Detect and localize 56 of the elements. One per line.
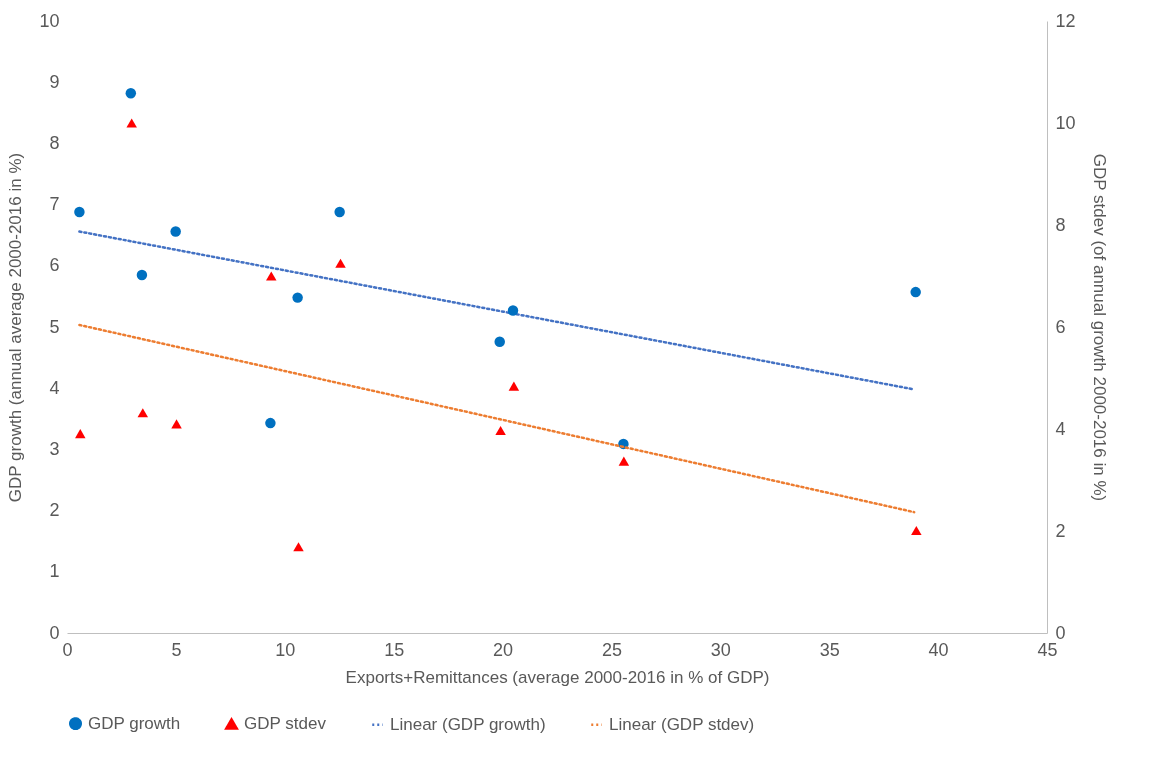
y-tick-label: 2 — [49, 500, 60, 521]
point — [495, 425, 506, 436]
y-tick-label: 1 — [49, 561, 60, 582]
point — [125, 87, 137, 99]
point — [170, 226, 181, 237]
y-tick-label: 4 — [49, 377, 60, 398]
legend-label: Linear (GDP stdev) — [609, 714, 755, 734]
y2-tick-label: 6 — [1055, 316, 1066, 337]
y2-tick-label: 12 — [1055, 10, 1076, 31]
y-tick-label: 9 — [49, 71, 60, 92]
y-tick-label: 10 — [39, 10, 60, 31]
x-axis-title: Exports+Remittances (average 2000-2016 in % of GDP) — [345, 667, 770, 687]
x-tick-label: 30 — [710, 639, 731, 660]
y2-tick-label: 2 — [1055, 520, 1066, 541]
x-tick-label: 25 — [601, 639, 622, 660]
point — [75, 429, 86, 439]
x-tick-label: 10 — [275, 639, 296, 660]
x-tick-label: 5 — [171, 639, 182, 660]
x-tick-label: 45 — [1037, 639, 1058, 660]
point — [126, 118, 137, 128]
legend-label: GDP stdev — [244, 713, 327, 733]
legend-label: Linear (GDP growth) — [390, 714, 546, 734]
point — [335, 258, 346, 268]
y2-axis-title: GDP stdev (of annual growth 2000-2016 in %) — [1089, 153, 1109, 502]
point — [136, 269, 148, 281]
x-tick-label: 20 — [493, 639, 514, 660]
point — [618, 456, 630, 466]
y2-tick-label: 0 — [1055, 622, 1066, 643]
point — [911, 525, 922, 536]
point — [292, 292, 303, 303]
point — [74, 206, 85, 218]
y-tick-label: 5 — [49, 316, 60, 337]
point — [910, 286, 921, 298]
point — [507, 305, 519, 316]
legend-label: GDP growth — [88, 713, 181, 733]
x-tick-label: 40 — [928, 639, 949, 660]
y2-tick-label: 4 — [1055, 418, 1066, 439]
point — [266, 271, 277, 281]
y2-tick-label: 8 — [1055, 214, 1066, 235]
y-tick-label: 7 — [49, 194, 60, 215]
y-axis-title: GDP growth (annual average 2000-2016 in %) — [6, 152, 26, 503]
y2-tick-label: 10 — [1055, 112, 1076, 133]
point — [293, 542, 304, 552]
y-tick-label: 0 — [49, 622, 60, 643]
y-tick-label: 8 — [49, 132, 60, 153]
x-tick-label: 0 — [62, 639, 73, 660]
point — [171, 419, 182, 429]
point — [334, 206, 345, 218]
x-tick-label: 15 — [384, 639, 405, 660]
point — [137, 408, 149, 418]
x-tick-label: 35 — [819, 639, 840, 660]
y-tick-label: 6 — [49, 255, 60, 276]
point — [494, 336, 505, 347]
y-tick-label: 3 — [49, 438, 60, 459]
point — [265, 417, 276, 429]
point — [508, 381, 520, 391]
